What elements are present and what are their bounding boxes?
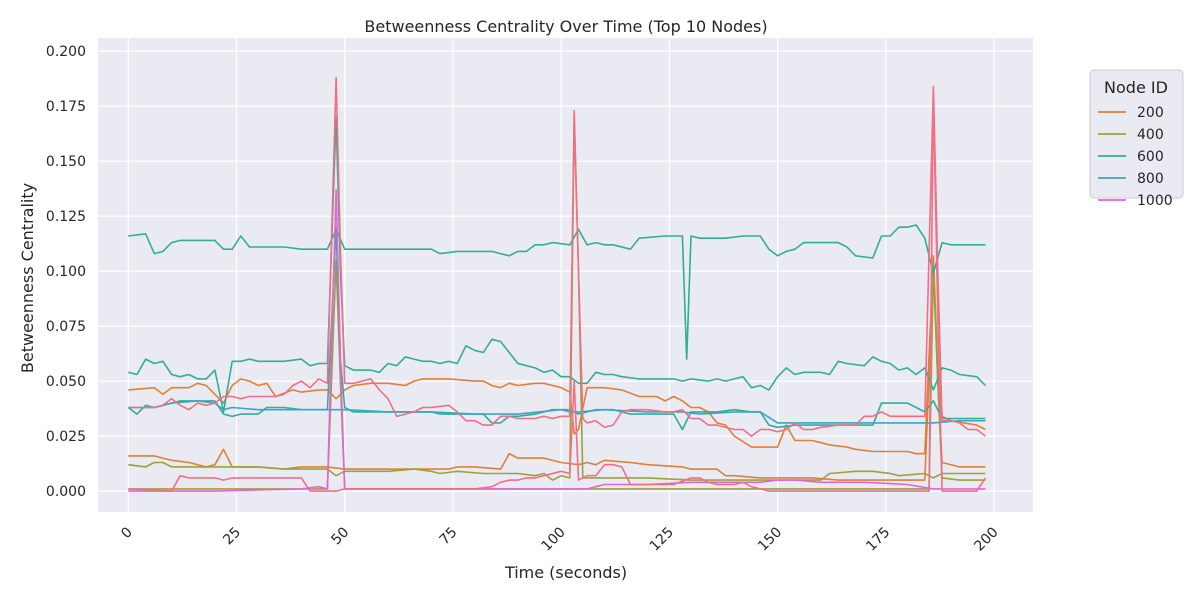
legend-label: 600 (1137, 149, 1164, 165)
x-tick-label: 75 (437, 524, 461, 548)
x-axis-ticks: 0 25 50 75 100 125 150 175 200 (118, 524, 1001, 554)
x-tick-label: 150 (755, 524, 785, 554)
x-tick-label: 50 (328, 524, 352, 548)
series-lines (127, 76, 987, 492)
y-tick-label: 0.150 (46, 154, 86, 170)
x-tick-label: 100 (539, 524, 569, 554)
legend-label: 1000 (1137, 193, 1173, 209)
legend-label: 200 (1137, 105, 1164, 121)
y-tick-label: 0.175 (46, 99, 86, 115)
legend-label: 400 (1137, 127, 1164, 143)
series-line-7 (127, 226, 986, 431)
series-line-9 (128, 189, 986, 492)
legend-title: Node ID (1104, 78, 1168, 97)
y-tick-label: 0.075 (46, 319, 86, 335)
legend-box (1089, 69, 1184, 199)
series-line-1 (128, 255, 986, 455)
series-line-11 (128, 94, 987, 492)
y-tick-label: 0.050 (46, 374, 86, 390)
y-axis-ticks: 0.000 0.025 0.050 0.075 0.100 0.125 0.150 0.175… (46, 44, 86, 500)
series-line-5 (128, 224, 986, 360)
x-tick-label: 175 (863, 524, 893, 554)
y-tick-label: 0.100 (46, 264, 86, 280)
grid-lines (98, 38, 1033, 512)
series-line-10 (128, 76, 986, 437)
legend-entries: 200 400 600 800 1000 (1098, 105, 1173, 209)
x-tick-label: 125 (647, 524, 677, 554)
plot-area (98, 38, 1033, 512)
legend-label: 800 (1137, 171, 1164, 187)
x-tick-label: 200 (971, 524, 1001, 554)
x-axis-label: Time (seconds) (504, 563, 627, 582)
y-tick-label: 0.125 (46, 209, 86, 225)
y-axis-label: Betweenness Centrality (18, 183, 37, 373)
y-tick-label: 0.025 (46, 429, 86, 445)
x-tick-label: 25 (220, 524, 244, 548)
y-tick-label: 0.000 (46, 484, 86, 500)
series-line-3 (128, 116, 986, 481)
series-line-6 (128, 116, 986, 413)
series-line-2 (128, 270, 986, 481)
x-tick-label: 0 (118, 524, 136, 542)
legend: Node ID 200 400 600 800 1000 (1089, 69, 1184, 209)
y-tick-label: 0.200 (46, 44, 86, 60)
chart-title: Betweenness Centrality Over Time (Top 10… (364, 17, 767, 36)
series-line-8 (128, 400, 986, 424)
